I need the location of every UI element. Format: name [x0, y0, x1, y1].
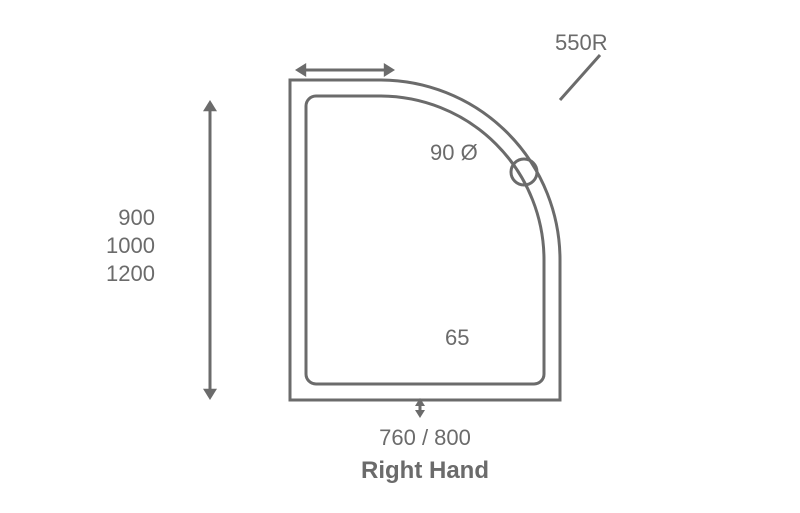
tray-outline — [290, 80, 560, 400]
arrow-head — [295, 63, 306, 77]
radius-leader — [560, 55, 600, 100]
arrow-head — [384, 63, 395, 77]
tray-inner-outline — [306, 96, 544, 384]
height-option: 1000 — [106, 233, 155, 258]
drain-label: 90 Ø — [430, 140, 478, 165]
arrow-head — [203, 389, 217, 400]
width-label: 760 / 800 — [379, 425, 471, 450]
arrow-head — [203, 100, 217, 111]
arrow-head — [415, 410, 425, 418]
height-option: 900 — [118, 205, 155, 230]
height-option: 1200 — [106, 261, 155, 286]
depth-label: 65 — [445, 325, 469, 350]
radius-label: 550R — [555, 30, 608, 55]
diagram-title: Right Hand — [361, 457, 489, 484]
